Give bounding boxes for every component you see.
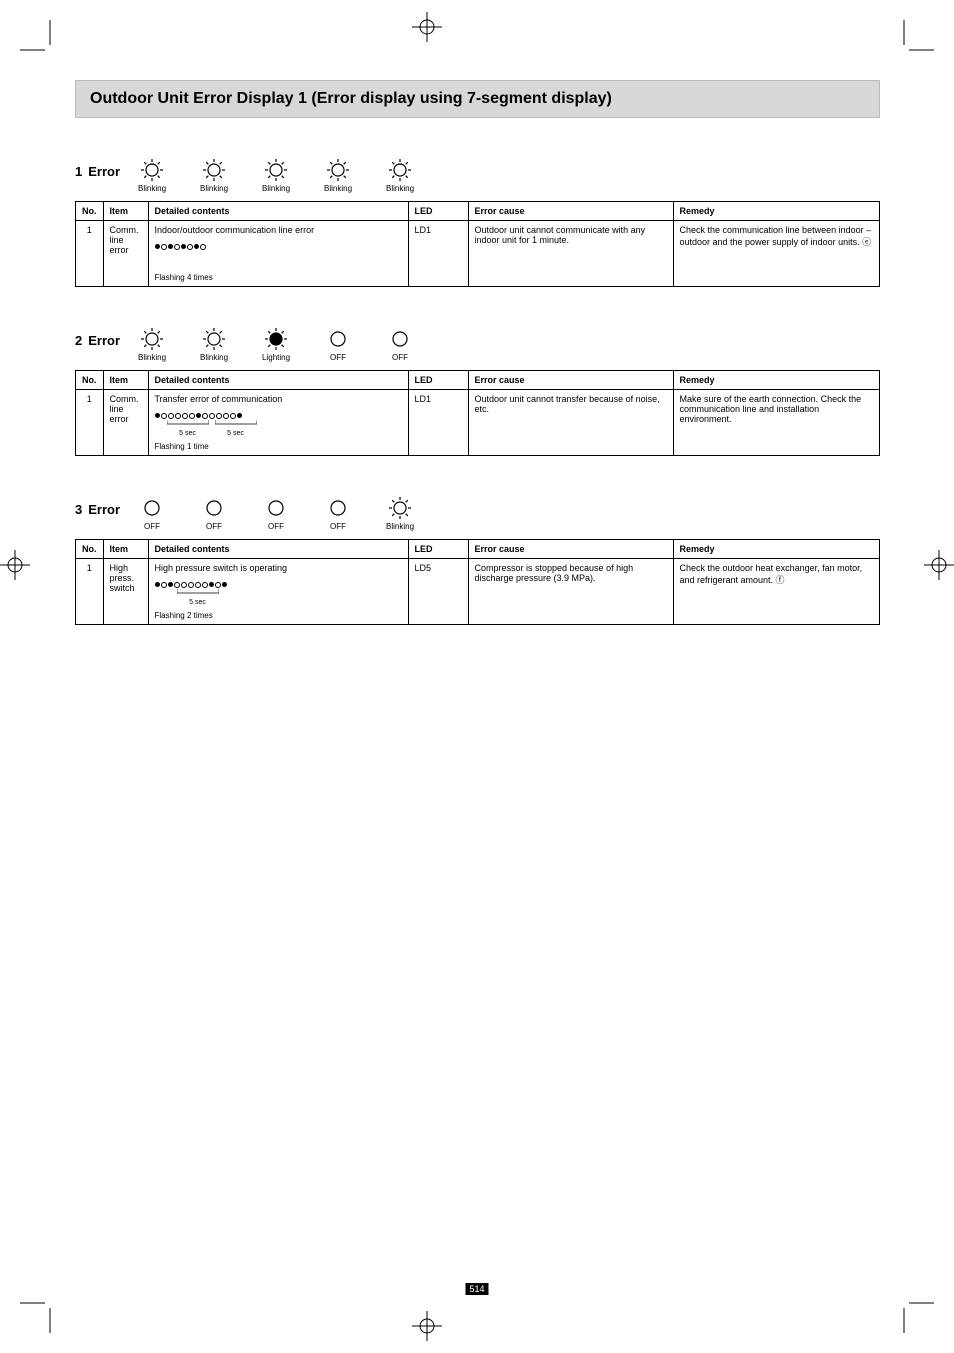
col-detail: Detailed contents xyxy=(148,202,408,221)
error-section: 2 Error Blinking Blinking xyxy=(75,327,880,456)
cell-no: 1 xyxy=(76,390,104,456)
cell-item: Comm. line error xyxy=(103,221,148,287)
led-icon-label: Blinking xyxy=(138,353,166,362)
col-item: Item xyxy=(103,202,148,221)
reg-mark-top xyxy=(412,12,442,42)
section-title: Error xyxy=(88,496,120,517)
crop-tr xyxy=(894,20,934,60)
col-led: LED xyxy=(408,202,468,221)
section-title: Error xyxy=(88,327,120,348)
led-icon-label: Blinking xyxy=(262,184,290,193)
col-led: LED xyxy=(408,540,468,559)
led-icon: Blinking xyxy=(138,327,166,362)
crop-br xyxy=(894,1293,934,1333)
section-title: Error xyxy=(88,158,120,179)
led-icon: OFF xyxy=(324,327,352,362)
led-icon: OFF xyxy=(138,496,166,531)
led-icon: Blinking xyxy=(386,496,414,531)
error-table: No. Item Detailed contents LED Error cau… xyxy=(75,370,880,456)
col-no: No. xyxy=(76,202,104,221)
led-icon: Blinking xyxy=(324,158,352,193)
led-icon: Blinking xyxy=(262,158,290,193)
cell-led: LD1 xyxy=(408,221,468,287)
led-icon-label: Blinking xyxy=(138,184,166,193)
cell-detail: Indoor/outdoor communication line error … xyxy=(148,221,408,287)
reg-mark-left xyxy=(0,550,30,580)
cell-remedy: Check the outdoor heat exchanger, fan mo… xyxy=(673,559,880,625)
page-title: Outdoor Unit Error Display 1 (Error disp… xyxy=(75,80,880,118)
col-cause: Error cause xyxy=(468,202,673,221)
led-icon: OFF xyxy=(324,496,352,531)
table-header-row: No. Item Detailed contents LED Error cau… xyxy=(76,540,880,559)
led-icon: Blinking xyxy=(138,158,166,193)
led-icon: Blinking xyxy=(200,327,228,362)
led-icon: OFF xyxy=(262,496,290,531)
reg-mark-bottom xyxy=(412,1311,442,1341)
col-no: No. xyxy=(76,540,104,559)
led-icon: Blinking xyxy=(200,158,228,193)
led-icon-label: OFF xyxy=(206,522,222,531)
error-section: 3 Error OFF OFF OFF xyxy=(75,496,880,625)
col-no: No. xyxy=(76,371,104,390)
cell-detail: Transfer error of communication 5 sec 5 … xyxy=(148,390,408,456)
led-icon: Lighting xyxy=(262,327,290,362)
col-remedy: Remedy xyxy=(673,540,880,559)
crop-bl xyxy=(20,1293,60,1333)
error-table: No. Item Detailed contents LED Error cau… xyxy=(75,539,880,625)
section-number: 2 xyxy=(75,327,82,348)
led-icon-label: OFF xyxy=(392,353,408,362)
col-detail: Detailed contents xyxy=(148,371,408,390)
led-icon-label: Blinking xyxy=(386,184,414,193)
led-icons-row: OFF OFF OFF OFF xyxy=(138,496,414,531)
cell-led: LD5 xyxy=(408,559,468,625)
led-icon-label: Blinking xyxy=(200,184,228,193)
crop-tl xyxy=(20,20,60,60)
col-item: Item xyxy=(103,540,148,559)
col-detail: Detailed contents xyxy=(148,540,408,559)
table-header-row: No. Item Detailed contents LED Error cau… xyxy=(76,202,880,221)
col-remedy: Remedy xyxy=(673,371,880,390)
cell-item: Comm. line error xyxy=(103,390,148,456)
col-item: Item xyxy=(103,371,148,390)
table-row: 1 Comm. line error Transfer error of com… xyxy=(76,390,880,456)
led-icon-label: Lighting xyxy=(262,353,290,362)
table-row: 1 Comm. line error Indoor/outdoor commun… xyxy=(76,221,880,287)
cell-no: 1 xyxy=(76,221,104,287)
cell-cause: Compressor is stopped because of high di… xyxy=(468,559,673,625)
led-icon-label: OFF xyxy=(330,522,346,531)
led-icon-label: Blinking xyxy=(386,522,414,531)
cell-led: LD1 xyxy=(408,390,468,456)
table-header-row: No. Item Detailed contents LED Error cau… xyxy=(76,371,880,390)
page-number: 514 xyxy=(465,1283,488,1295)
col-cause: Error cause xyxy=(468,540,673,559)
cell-cause: Outdoor unit cannot transfer because of … xyxy=(468,390,673,456)
led-icon: OFF xyxy=(386,327,414,362)
col-led: LED xyxy=(408,371,468,390)
led-icon: OFF xyxy=(200,496,228,531)
cell-no: 1 xyxy=(76,559,104,625)
cell-remedy: Make sure of the earth connection. Check… xyxy=(673,390,880,456)
section-number: 1 xyxy=(75,158,82,179)
error-section: 1 Error Blinking Blinking xyxy=(75,158,880,287)
cell-remedy: Check the communication line between ind… xyxy=(673,221,880,287)
table-row: 1 High press. switch High pressure switc… xyxy=(76,559,880,625)
col-cause: Error cause xyxy=(468,371,673,390)
led-icons-row: Blinking Blinking Blinking xyxy=(138,158,414,193)
led-icon-label: Blinking xyxy=(200,353,228,362)
cell-detail: High pressure switch is operating 5 sec … xyxy=(148,559,408,625)
cell-item: High press. switch xyxy=(103,559,148,625)
led-icon-label: OFF xyxy=(268,522,284,531)
section-number: 3 xyxy=(75,496,82,517)
led-icon-label: Blinking xyxy=(324,184,352,193)
cell-cause: Outdoor unit cannot communicate with any… xyxy=(468,221,673,287)
led-icons-row: Blinking Blinking Lighting OFF xyxy=(138,327,414,362)
error-table: No. Item Detailed contents LED Error cau… xyxy=(75,201,880,287)
col-remedy: Remedy xyxy=(673,202,880,221)
led-icon: Blinking xyxy=(386,158,414,193)
led-icon-label: OFF xyxy=(330,353,346,362)
reg-mark-right xyxy=(924,550,954,580)
led-icon-label: OFF xyxy=(144,522,160,531)
